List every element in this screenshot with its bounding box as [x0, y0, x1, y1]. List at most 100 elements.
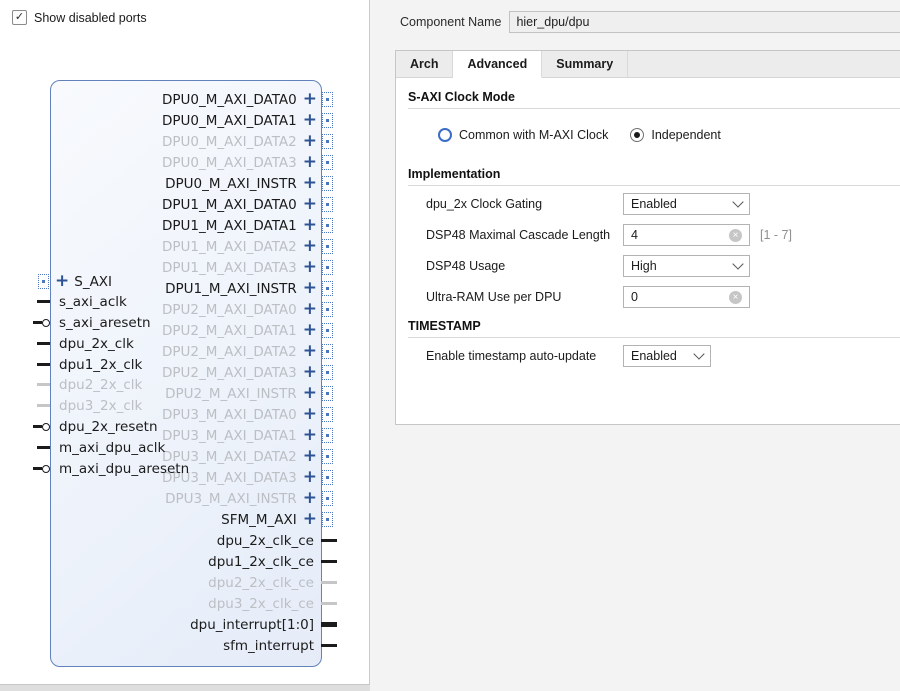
tab-arch[interactable]: Arch	[396, 51, 454, 77]
port-sfm-interrupt[interactable]: sfm_interrupt	[60, 635, 350, 656]
port-dpu1-2x-clk[interactable]: dpu1_2x_clk	[28, 354, 142, 375]
port-label: DPU0_M_AXI_DATA3	[162, 154, 297, 171]
port-m-axi-dpu-aresetn[interactable]: m_axi_dpu_aresetn	[28, 458, 189, 479]
port-dpu3-m-axi-data0[interactable]: DPU3_M_AXI_DATA0 +	[60, 404, 350, 425]
checkbox-checked-icon[interactable]: ✓	[12, 10, 27, 25]
port-dpu0-m-axi-data1[interactable]: DPU0_M_AXI_DATA1 +	[60, 110, 350, 131]
clock-mode-option-common-with-m-axi-clock[interactable]: Common with M-AXI Clock	[438, 128, 608, 142]
expand-plus-icon[interactable]: +	[302, 383, 317, 403]
port-label: DPU3_M_AXI_DATA2	[162, 448, 297, 465]
expand-plus-icon[interactable]: +	[302, 425, 317, 445]
port-dpu2-m-axi-data0[interactable]: DPU2_M_AXI_DATA0 +	[60, 299, 350, 320]
port-dpu0-m-axi-instr[interactable]: DPU0_M_AXI_INSTR +	[60, 173, 350, 194]
port-label: DPU1_M_AXI_DATA1	[162, 217, 297, 234]
interface-pin-icon	[322, 260, 333, 275]
port-dpu2-m-axi-data3[interactable]: DPU2_M_AXI_DATA3 +	[60, 362, 350, 383]
port-dpu0-m-axi-data0[interactable]: DPU0_M_AXI_DATA0 +	[60, 89, 350, 110]
tab-advanced[interactable]: Advanced	[453, 51, 543, 78]
port-dpu-interrupt10[interactable]: dpu_interrupt[1:0]	[60, 614, 350, 635]
expand-plus-icon[interactable]: +	[302, 257, 317, 277]
port-dpu1-m-axi-data0[interactable]: DPU1_M_AXI_DATA0 +	[60, 194, 350, 215]
expand-plus-icon[interactable]: +	[302, 278, 317, 298]
port-dpu3-2x-clk-ce[interactable]: dpu3_2x_clk_ce	[60, 593, 350, 614]
port-label: dpu_2x_clk_ce	[216, 532, 314, 549]
select-dpu-2x-clock-gating[interactable]: Enabled	[623, 193, 750, 215]
select-enable-timestamp-auto-update[interactable]: Enabled	[623, 345, 711, 367]
port-dpu3-m-axi-data3[interactable]: DPU3_M_AXI_DATA3 +	[60, 467, 350, 488]
expand-plus-icon[interactable]: +	[302, 131, 317, 151]
select-value: Enabled	[631, 349, 677, 363]
tab-summary[interactable]: Summary	[542, 51, 629, 77]
expand-plus-icon[interactable]: +	[302, 467, 317, 487]
port-dpu3-2x-clk[interactable]: dpu3_2x_clk	[28, 395, 142, 416]
ports-preview-panel: ✓ Show disabled ports DPU0_M_AXI_DATA0 + D…	[0, 0, 370, 684]
expand-plus-icon[interactable]: +	[302, 341, 317, 361]
expand-plus-icon[interactable]: +	[302, 89, 317, 109]
port-label: dpu3_2x_clk	[59, 397, 143, 414]
port-dpu0-m-axi-data2[interactable]: DPU0_M_AXI_DATA2 +	[60, 131, 350, 152]
expand-plus-icon[interactable]: +	[302, 215, 317, 235]
port-s-axi-aresetn[interactable]: s_axi_aresetn	[28, 312, 151, 333]
component-name-input[interactable]	[509, 11, 900, 33]
port-m-axi-dpu-aclk[interactable]: m_axi_dpu_aclk	[28, 437, 165, 458]
expand-plus-icon[interactable]: +	[302, 362, 317, 382]
expand-plus-icon[interactable]: +	[302, 236, 317, 256]
clear-icon[interactable]: ×	[729, 228, 742, 242]
expand-plus-icon[interactable]: +	[302, 299, 317, 319]
expand-plus-icon[interactable]: +	[302, 173, 317, 193]
select-value: Enabled	[631, 197, 677, 211]
radio-selected-icon[interactable]	[630, 128, 645, 142]
interface-pin-icon	[322, 302, 333, 317]
expand-plus-icon[interactable]: +	[302, 152, 317, 172]
expand-plus-icon[interactable]: +	[302, 320, 317, 340]
input-ultra-ram-use-per-dpu[interactable]: 0 ×	[623, 286, 750, 308]
show-disabled-ports-option[interactable]: ✓ Show disabled ports	[12, 10, 147, 25]
pin-stub-icon	[28, 422, 50, 431]
port-dpu3-m-axi-data2[interactable]: DPU3_M_AXI_DATA2 +	[60, 446, 350, 467]
expand-plus-icon[interactable]: +	[302, 404, 317, 424]
expand-plus-icon[interactable]: +	[302, 509, 317, 529]
port-dpu2-m-axi-instr[interactable]: DPU2_M_AXI_INSTR +	[60, 383, 350, 404]
port-dpu0-m-axi-data3[interactable]: DPU0_M_AXI_DATA3 +	[60, 152, 350, 173]
pin-line-icon	[37, 300, 50, 303]
pin-stub-icon	[321, 539, 337, 542]
expand-plus-icon[interactable]: +	[302, 446, 317, 466]
radio-unselected-icon[interactable]	[438, 128, 452, 142]
form-row-dpu-2x-clock-gating: dpu_2x Clock Gating Enabled	[426, 193, 900, 215]
port-dpu3-m-axi-instr[interactable]: DPU3_M_AXI_INSTR +	[60, 488, 350, 509]
port-label: s_axi_aresetn	[59, 314, 151, 331]
clock-mode-options: Common with M-AXI Clock Independent	[438, 128, 900, 142]
input-dsp48-maximal-cascade-length[interactable]: 4 ×	[623, 224, 750, 246]
port-dpu-2x-clk[interactable]: dpu_2x_clk	[28, 333, 134, 354]
select-dsp48-usage[interactable]: High	[623, 255, 750, 277]
interface-pin-icon	[322, 344, 333, 359]
port-dpu3-m-axi-data1[interactable]: DPU3_M_AXI_DATA1 +	[60, 425, 350, 446]
port-s-axi-aclk[interactable]: s_axi_aclk	[28, 291, 127, 312]
interface-pin-icon	[322, 491, 333, 506]
port-dpu1-2x-clk-ce[interactable]: dpu1_2x_clk_ce	[60, 551, 350, 572]
expand-plus-icon[interactable]: +	[302, 194, 317, 214]
expand-plus-icon[interactable]: +	[55, 271, 70, 291]
expand-plus-icon[interactable]: +	[302, 488, 317, 508]
interface-pin-icon	[322, 239, 333, 254]
horizontal-scrollbar[interactable]	[0, 684, 370, 691]
port-dpu1-m-axi-instr[interactable]: DPU1_M_AXI_INSTR +	[60, 278, 350, 299]
clock-mode-option-independent[interactable]: Independent	[630, 128, 721, 142]
section-title-implementation: Implementation	[408, 167, 501, 181]
port-dpu2-m-axi-data2[interactable]: DPU2_M_AXI_DATA2 +	[60, 341, 350, 362]
expand-plus-icon[interactable]: +	[302, 110, 317, 130]
clear-icon[interactable]: ×	[729, 290, 742, 304]
port-dpu-2x-resetn[interactable]: dpu_2x_resetn	[28, 416, 158, 437]
port-dpu1-m-axi-data3[interactable]: DPU1_M_AXI_DATA3 +	[60, 257, 350, 278]
port-dpu2-2x-clk[interactable]: dpu2_2x_clk	[28, 374, 142, 395]
port-sfm-m-axi[interactable]: SFM_M_AXI +	[60, 509, 350, 530]
port-dpu-2x-clk-ce[interactable]: dpu_2x_clk_ce	[60, 530, 350, 551]
port-dpu2-m-axi-data1[interactable]: DPU2_M_AXI_DATA1 +	[60, 320, 350, 341]
port-label: dpu_2x_clk	[59, 335, 134, 352]
port-s-axi[interactable]: + S_AXI	[33, 271, 112, 292]
port-dpu2-2x-clk-ce[interactable]: dpu2_2x_clk_ce	[60, 572, 350, 593]
port-dpu1-m-axi-data1[interactable]: DPU1_M_AXI_DATA1 +	[60, 215, 350, 236]
timestamp-rows: Enable timestamp auto-update Enabled	[408, 345, 900, 367]
port-label: dpu1_2x_clk_ce	[208, 553, 314, 570]
port-dpu1-m-axi-data2[interactable]: DPU1_M_AXI_DATA2 +	[60, 236, 350, 257]
